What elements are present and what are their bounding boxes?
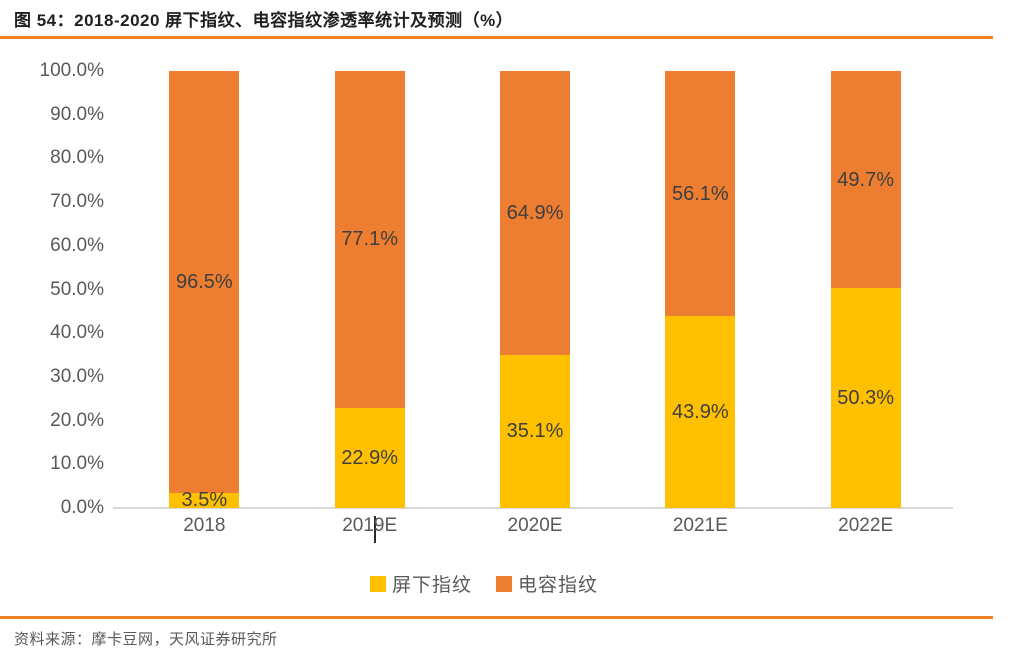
source-note: 资料来源：摩卡豆网，天风证券研究所 <box>14 631 278 648</box>
figure-title: 图 54：2018-2020 屏下指纹、电容指纹渗透率统计及预测（%） <box>14 11 514 30</box>
bar-segment-capacitive <box>334 71 405 408</box>
data-label-under-display: 3.5% <box>181 489 228 512</box>
x-axis-label: 2022E <box>838 515 894 536</box>
y-axis-tick-label: 100.0% <box>39 60 104 81</box>
data-label-under-display: 50.3% <box>837 387 895 410</box>
text-cursor-artifact <box>374 516 376 543</box>
x-axis-line <box>113 507 953 509</box>
x-axis-label: 2021E <box>672 515 728 536</box>
legend-swatch-icon <box>369 575 386 592</box>
legend-item: 屏下指纹 <box>369 570 472 597</box>
bar-segment-capacitive <box>169 71 240 493</box>
y-axis-tick-label: 40.0% <box>50 322 104 344</box>
bar-segment-capacitive <box>500 71 570 355</box>
x-axis-label: 2019E <box>342 515 398 536</box>
data-label-capacitive: 77.1% <box>341 228 399 251</box>
bar-segment-under-display <box>169 492 240 508</box>
y-axis-tick-label: 30.0% <box>50 365 104 387</box>
y-axis-tick-label: 10.0% <box>50 453 104 475</box>
bar-segment-capacitive <box>665 71 736 317</box>
y-axis-tick-label: 70.0% <box>50 191 104 213</box>
x-axis-label: 2018 <box>183 515 226 536</box>
bar-segment-under-display <box>500 354 570 508</box>
legend-item: 电容指纹 <box>496 570 598 597</box>
bar-segment-under-display <box>334 407 405 508</box>
y-axis-tick-label: 50.0% <box>50 278 104 300</box>
data-label-under-display: 35.1% <box>506 420 564 443</box>
y-axis-tick-label: 90.0% <box>50 103 104 125</box>
legend-label: 屏下指纹 <box>391 575 472 596</box>
footer-divider <box>0 616 993 619</box>
legend-label: 电容指纹 <box>518 575 599 596</box>
y-axis-tick-label: 20.0% <box>50 409 104 431</box>
bar-segment-under-display <box>830 288 901 508</box>
data-label-capacitive: 49.7% <box>837 168 895 191</box>
data-label-under-display: 43.9% <box>671 401 729 424</box>
legend-swatch-icon <box>496 575 512 592</box>
bar-segment-under-display <box>665 316 736 508</box>
data-label-capacitive: 64.9% <box>506 201 564 224</box>
y-axis-tick-label: 60.0% <box>50 234 104 256</box>
data-label-under-display: 22.9% <box>341 446 399 469</box>
x-axis-label: 2020E <box>507 515 563 536</box>
y-axis-tick-label: 0.0% <box>60 497 104 518</box>
bar-segment-capacitive <box>830 71 901 289</box>
y-axis-tick-label: 80.0% <box>50 147 104 169</box>
chart-legend: 屏下指纹 电容指纹 <box>0 570 968 597</box>
data-label-capacitive: 96.5% <box>175 270 233 293</box>
title-divider <box>0 36 993 39</box>
data-label-capacitive: 56.1% <box>671 182 729 205</box>
